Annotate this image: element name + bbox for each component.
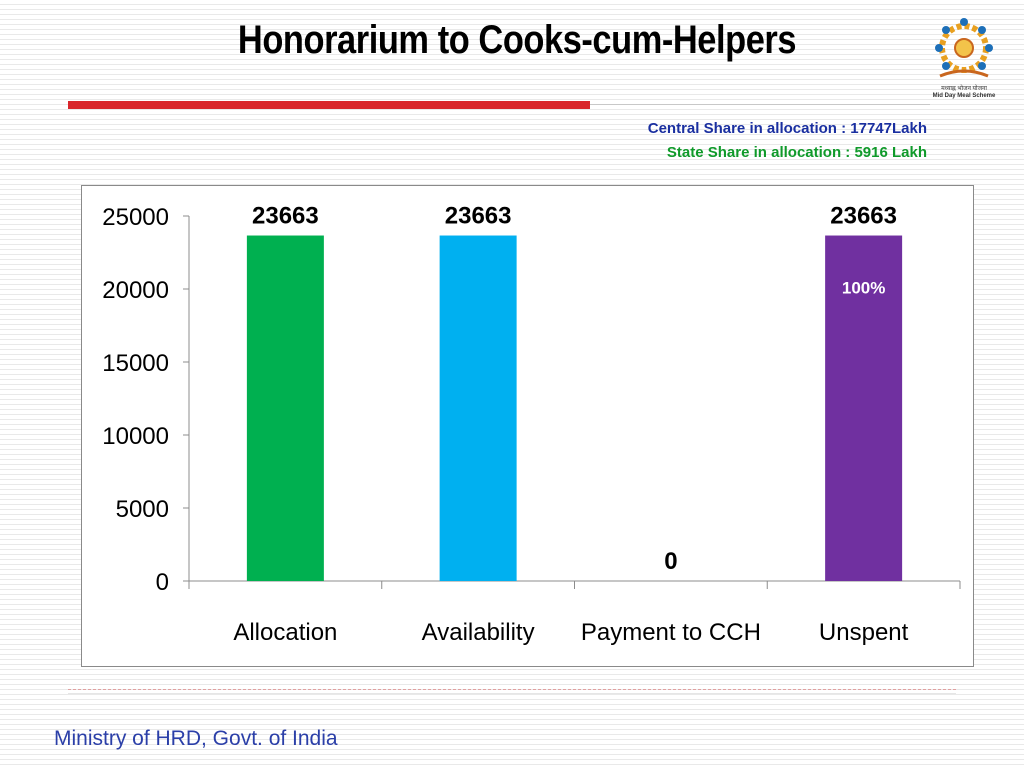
logo-emblem-icon	[935, 18, 993, 78]
chart-frame: 0 5000 10000 15000 20000 25000 23663 Allocation…	[81, 185, 974, 667]
x-category-label: Unspent	[819, 619, 909, 646]
data-label: 23663	[445, 203, 512, 230]
logo-text-english: Mid Day Meal Scheme	[932, 93, 996, 99]
y-tick-label: 20000	[102, 277, 169, 304]
y-tick-label: 10000	[102, 423, 169, 450]
x-category-label: Allocation	[233, 619, 337, 646]
footer-divider-secondary	[68, 693, 956, 694]
page-title: Honorarium to Cooks-cum-Helpers	[237, 18, 797, 62]
bar-unspent	[825, 235, 903, 581]
title-thin-rule	[590, 104, 930, 105]
y-tick-label: 0	[156, 569, 169, 596]
y-tick-label: 15000	[102, 350, 169, 377]
central-share-text: Central Share in allocation : 17747Lakh	[647, 120, 927, 137]
footer-divider	[68, 689, 956, 690]
x-category-label: Availability	[422, 619, 535, 646]
state-share-text: State Share in allocation : 5916 Lakh	[666, 144, 927, 161]
y-tick-label: 25000	[102, 204, 169, 231]
data-label: 23663	[252, 203, 319, 230]
bar-percent-label: 100%	[842, 279, 885, 298]
data-label: 23663	[830, 203, 897, 230]
title-red-rule	[68, 101, 590, 109]
footer-text: Ministry of HRD, Govt. of India	[54, 727, 338, 750]
y-tick-label: 5000	[116, 496, 169, 523]
x-category-label: Payment to CCH	[581, 619, 761, 646]
bar-allocation	[246, 235, 324, 581]
mid-day-meal-logo: मध्याह्न भोजन योजना Mid Day Meal Scheme	[926, 14, 1002, 106]
bar-chart: 0 5000 10000 15000 20000 25000 23663 Allocation…	[102, 203, 961, 646]
logo-text-hindi: मध्याह्न भोजन योजना	[941, 86, 987, 92]
data-label: 0	[664, 548, 677, 575]
bar-availability	[439, 235, 517, 581]
